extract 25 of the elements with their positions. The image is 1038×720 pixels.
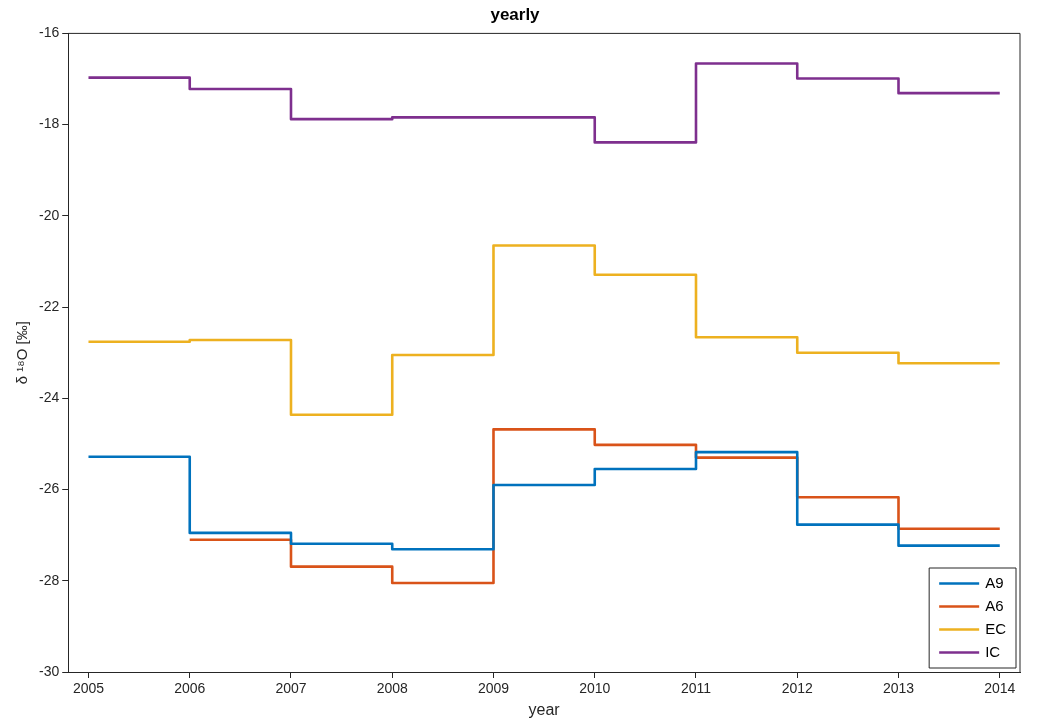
legend-label: IC xyxy=(985,642,1001,660)
chart-title: yearly xyxy=(490,4,541,24)
y-tick-label: -22 xyxy=(39,297,60,314)
x-tick-label: 2010 xyxy=(579,680,611,697)
x-tick-label: 2007 xyxy=(275,680,307,697)
y-tick-label: -24 xyxy=(39,389,60,406)
legend-label: A9 xyxy=(985,573,1004,591)
x-tick-label: 2005 xyxy=(72,680,105,697)
x-tick-label: 2009 xyxy=(477,680,510,697)
x-tick-label: 2011 xyxy=(680,680,712,697)
x-tick-label: 2006 xyxy=(174,680,206,697)
legend-label: A6 xyxy=(985,596,1004,614)
x-axis-title: year xyxy=(528,700,561,718)
x-tick-label: 2012 xyxy=(781,680,814,697)
y-axis-title: δ ¹⁸O [‰] xyxy=(13,321,31,385)
y-tick-label: -18 xyxy=(39,115,60,132)
legend-label: EC xyxy=(985,619,1007,637)
y-tick-label: -28 xyxy=(39,571,60,588)
x-tick-label: 2008 xyxy=(376,680,409,697)
x-tick-label: 2013 xyxy=(882,680,915,697)
y-tick-label: -30 xyxy=(39,662,60,679)
y-tick-label: -26 xyxy=(39,480,60,497)
x-tick-label: 2014 xyxy=(984,680,1016,697)
y-tick-label: -16 xyxy=(39,24,60,41)
y-tick-label: -20 xyxy=(39,206,60,223)
